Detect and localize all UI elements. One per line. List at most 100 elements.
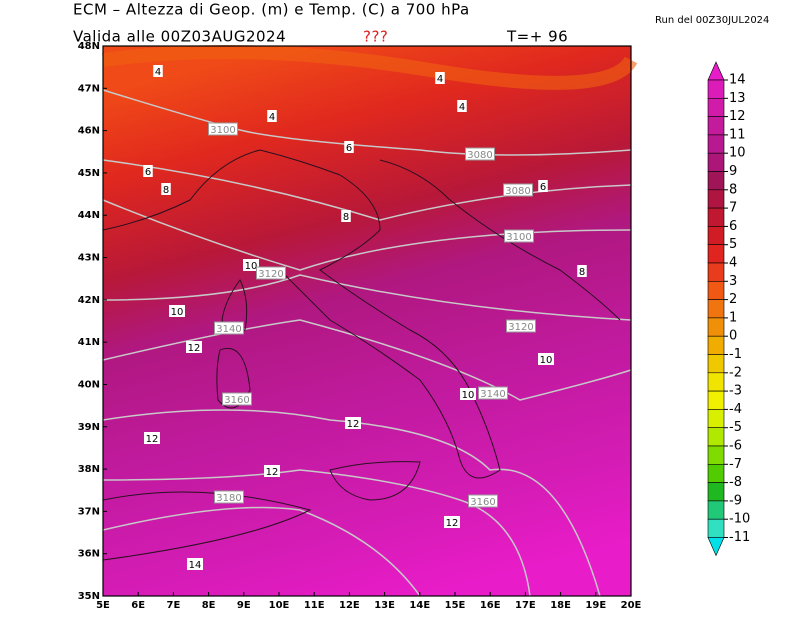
- lat-label: 36N: [78, 549, 100, 560]
- colorbar-box: [707, 189, 725, 209]
- colorbar-box: [707, 354, 725, 374]
- lon-label: 11E: [304, 600, 325, 611]
- lat-label: 39N: [78, 422, 100, 433]
- contour-label: 12: [188, 343, 201, 354]
- colorbar-label: 3: [729, 274, 737, 289]
- contour-label: 12: [146, 434, 159, 445]
- colorbar-label: 10: [729, 146, 746, 161]
- lon-label: 13E: [374, 600, 395, 611]
- colorbar-box: [707, 500, 725, 520]
- title: ECM – Altezza di Geop. (m) e Temp. (C) a…: [73, 1, 470, 19]
- contour-label: 4: [155, 67, 161, 78]
- lat-label: 38N: [78, 464, 100, 475]
- colorbar-label: 1: [729, 310, 737, 325]
- contour-label-bg: [538, 180, 548, 192]
- contour-label: 12: [446, 518, 459, 529]
- contour-label: 3160: [224, 395, 249, 406]
- contour-label-bg: [143, 165, 153, 177]
- colorbar-label: 2: [729, 292, 737, 307]
- colorbar-label: 6: [729, 219, 737, 234]
- contour-label: 3120: [258, 269, 283, 280]
- contour-label-bg: [186, 341, 202, 353]
- lon-label: 17E: [515, 600, 536, 611]
- contour-label-bg: [161, 183, 171, 195]
- colorbar-label: 11: [729, 127, 746, 142]
- lat-label: 40N: [78, 379, 100, 390]
- colorbar-label: 14: [729, 73, 746, 88]
- contour-label: 6: [540, 182, 546, 193]
- colorbar-box: [707, 335, 725, 355]
- flag: ???: [363, 28, 388, 46]
- contour-label: 4: [269, 112, 275, 123]
- lat-label: 37N: [78, 506, 100, 517]
- contour-label-bg: [153, 65, 163, 77]
- coastlines: [102, 149, 621, 561]
- contour-label-bg: [256, 266, 286, 280]
- contour-label-bg: [169, 305, 185, 317]
- contour-label-bg: [243, 259, 259, 271]
- colorbar-label: -9: [729, 493, 742, 508]
- colorbar-label: -7: [729, 457, 742, 472]
- contour-label-bg: [345, 417, 361, 429]
- colorbar-box: [707, 317, 725, 337]
- valid-time: Valida alle 00Z03AUG2024: [73, 28, 286, 46]
- lon-label: 8E: [202, 600, 216, 611]
- contour-label-bg: [460, 388, 476, 400]
- colorbar-box: [707, 116, 725, 136]
- colorbar-label: -11: [729, 530, 750, 545]
- contour-label-bg: [435, 72, 445, 84]
- contour-label-bg: [504, 229, 534, 243]
- lon-label: 16E: [480, 600, 501, 611]
- colorbar-label: -10: [729, 512, 750, 527]
- colorbar-label: -8: [729, 475, 742, 490]
- contour-label-bg: [538, 353, 554, 365]
- contour-label: 12: [266, 467, 279, 478]
- colorbar-box: [707, 463, 725, 483]
- colorbar-box: [707, 482, 725, 502]
- lat-label: 43N: [78, 253, 100, 264]
- lon-label: 10E: [269, 600, 290, 611]
- contour-label-bg: [503, 183, 533, 197]
- contour-label-bg: [506, 319, 536, 333]
- colorbar-box: [707, 152, 725, 172]
- lon-label: 20E: [621, 600, 642, 611]
- colorbar-label: -2: [729, 365, 742, 380]
- contour-label-bg: [222, 392, 252, 406]
- lon-label: 14E: [409, 600, 430, 611]
- contour-label: 3160: [470, 497, 495, 508]
- lat-label: 45N: [78, 168, 100, 179]
- contour-label: 3140: [480, 389, 505, 400]
- lon-label: 15E: [445, 600, 466, 611]
- colorbar-label: 8: [729, 182, 737, 197]
- colorbar-box: [707, 262, 725, 282]
- contour-label-bg: [267, 110, 277, 122]
- contour-label: 6: [145, 167, 151, 178]
- contour-label: 4: [459, 102, 465, 113]
- colorbar-box: [707, 445, 725, 465]
- lat-label: 47N: [78, 83, 100, 94]
- contour-label: 4: [437, 74, 443, 85]
- lon-label: 12E: [339, 600, 360, 611]
- colorbar-box: [707, 280, 725, 300]
- colorbar-label: 0: [729, 329, 737, 344]
- contour-label: 10: [171, 307, 184, 318]
- colorbar-box: [707, 299, 725, 319]
- colorbar-box: [707, 518, 725, 538]
- lon-label: 19E: [585, 600, 606, 611]
- contour-label: 14: [189, 560, 202, 571]
- colorbar-box: [707, 207, 725, 227]
- colorbar-top: [707, 61, 725, 81]
- colorbar-label: 4: [729, 256, 737, 271]
- colorbar-label: -1: [729, 347, 742, 362]
- colorbar-box: [707, 427, 725, 447]
- contour-label: 10: [462, 390, 475, 401]
- contour-label: 8: [163, 185, 169, 196]
- contour-label-bg: [264, 465, 280, 477]
- contour-label: 3100: [210, 125, 235, 136]
- lat-label: 35N: [78, 591, 100, 602]
- colorbar-label: 7: [729, 201, 737, 216]
- colorbar-box: [707, 390, 725, 410]
- colorbar-box: [707, 134, 725, 154]
- contour-label: 6: [346, 143, 352, 154]
